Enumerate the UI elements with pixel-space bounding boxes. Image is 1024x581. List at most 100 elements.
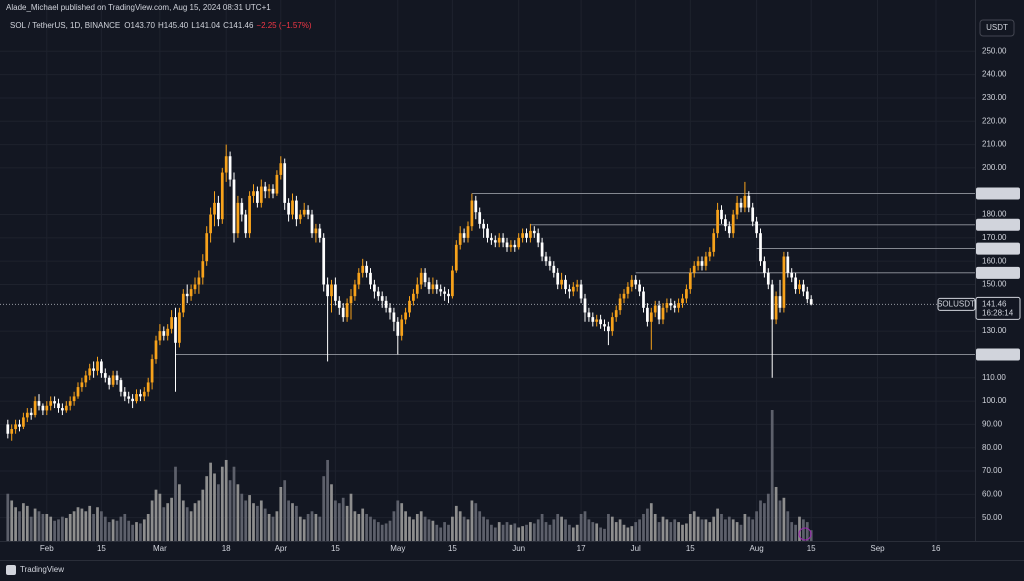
candle-body: [298, 214, 302, 220]
candle-body: [205, 233, 209, 262]
volume-bar: [458, 511, 462, 541]
volume-bar: [688, 513, 692, 541]
volume-bar: [755, 511, 758, 541]
volume-bar: [427, 519, 431, 541]
currency[interactable]: USDT: [986, 23, 1008, 32]
candle-body: [618, 298, 622, 311]
volume-bar: [181, 500, 185, 541]
candle-body: [142, 391, 146, 397]
volume-bar: [166, 503, 170, 541]
candle-body: [103, 373, 107, 378]
x-tick-label: 15: [686, 544, 695, 553]
volume-bar: [782, 497, 786, 541]
volume-bar: [724, 519, 727, 541]
volume-bar: [252, 503, 255, 541]
volume-bar: [291, 503, 294, 541]
volume-bar: [162, 507, 166, 541]
volume-bar: [560, 516, 563, 541]
candle-body: [778, 296, 782, 308]
volume-bar: [673, 519, 677, 541]
candle-body: [244, 214, 248, 234]
candle-body: [564, 279, 567, 290]
volume-bar: [571, 527, 575, 541]
candle-body: [486, 228, 489, 238]
volume-bar: [681, 524, 684, 541]
y-tick-label: 110.00: [982, 373, 1006, 382]
candle-body: [256, 191, 259, 203]
candle-body: [197, 277, 201, 285]
y-tick-label: 80.00: [982, 443, 1003, 452]
level-label-box: [976, 266, 1020, 279]
volume-bar: [798, 516, 801, 541]
volume-bar: [314, 513, 318, 541]
candle-body: [111, 375, 115, 385]
candle-body: [49, 401, 53, 406]
level-label-box: [976, 187, 1020, 200]
candle-body: [770, 284, 774, 320]
x-tick-label: 15: [807, 544, 816, 553]
volume-bar: [583, 511, 587, 541]
candle-body: [310, 214, 314, 234]
candle-body: [653, 305, 657, 313]
candle-body: [805, 291, 809, 300]
candle-body: [431, 284, 435, 290]
candle-body: [92, 368, 95, 371]
candle-body: [521, 233, 524, 238]
volume-bar: [115, 520, 119, 541]
volume-bar: [634, 522, 638, 541]
candle-body: [454, 244, 458, 271]
candle-body: [41, 405, 45, 411]
volume-bar: [267, 513, 271, 541]
volume-bar: [14, 507, 17, 541]
volume-bar: [88, 505, 92, 541]
candle-body: [712, 233, 716, 252]
candle-body: [720, 209, 723, 220]
volume-bar: [700, 519, 704, 541]
volume-bar: [451, 516, 454, 541]
volume-bar: [326, 459, 329, 541]
candle-body: [295, 200, 298, 220]
volume-bar: [49, 516, 53, 541]
candle-body: [794, 277, 797, 290]
volume-bar: [646, 508, 649, 541]
candle-body: [123, 391, 127, 397]
volume-bar: [536, 519, 540, 541]
candle-body: [248, 195, 251, 234]
last-name: SOLUSDT: [937, 300, 975, 309]
currency-box[interactable]: [979, 19, 1015, 37]
volume-bar: [127, 520, 131, 541]
candle-body: [681, 298, 684, 304]
candle-body: [525, 233, 528, 238]
volume-bar: [146, 513, 150, 541]
y-tick-label: 200.00: [982, 163, 1007, 172]
candle-body: [470, 200, 474, 227]
x-tick-label: Aug: [749, 544, 763, 553]
candle-body: [158, 331, 162, 341]
candle-body: [37, 401, 41, 406]
candle-body: [412, 293, 415, 301]
volume-bar: [490, 524, 493, 541]
candle-body: [747, 195, 751, 208]
volume-bar: [513, 523, 517, 541]
candle-body: [669, 303, 673, 306]
candle-body: [700, 261, 704, 266]
candle-body: [501, 237, 505, 243]
candle-body: [774, 296, 778, 320]
volume-bar: [766, 493, 770, 541]
candle-body: [306, 209, 310, 215]
volume-bar: [532, 523, 536, 541]
y-tick-label: 240.00: [982, 70, 1007, 79]
volume-bar: [220, 466, 224, 541]
volume-bar: [279, 486, 283, 541]
candle-body: [603, 324, 606, 327]
volume-bar: [142, 519, 146, 541]
ohlc-close: C141.46: [223, 21, 254, 30]
volume-bar: [100, 511, 103, 541]
ohlc-change: −2.25 (−1.57%): [256, 21, 311, 30]
volume-bar: [189, 511, 193, 541]
volume-bar: [626, 527, 630, 541]
volume-bar: [794, 524, 797, 541]
volume-bar: [380, 524, 384, 541]
volume-bar: [716, 508, 719, 541]
alert-icon[interactable]: [798, 527, 812, 541]
